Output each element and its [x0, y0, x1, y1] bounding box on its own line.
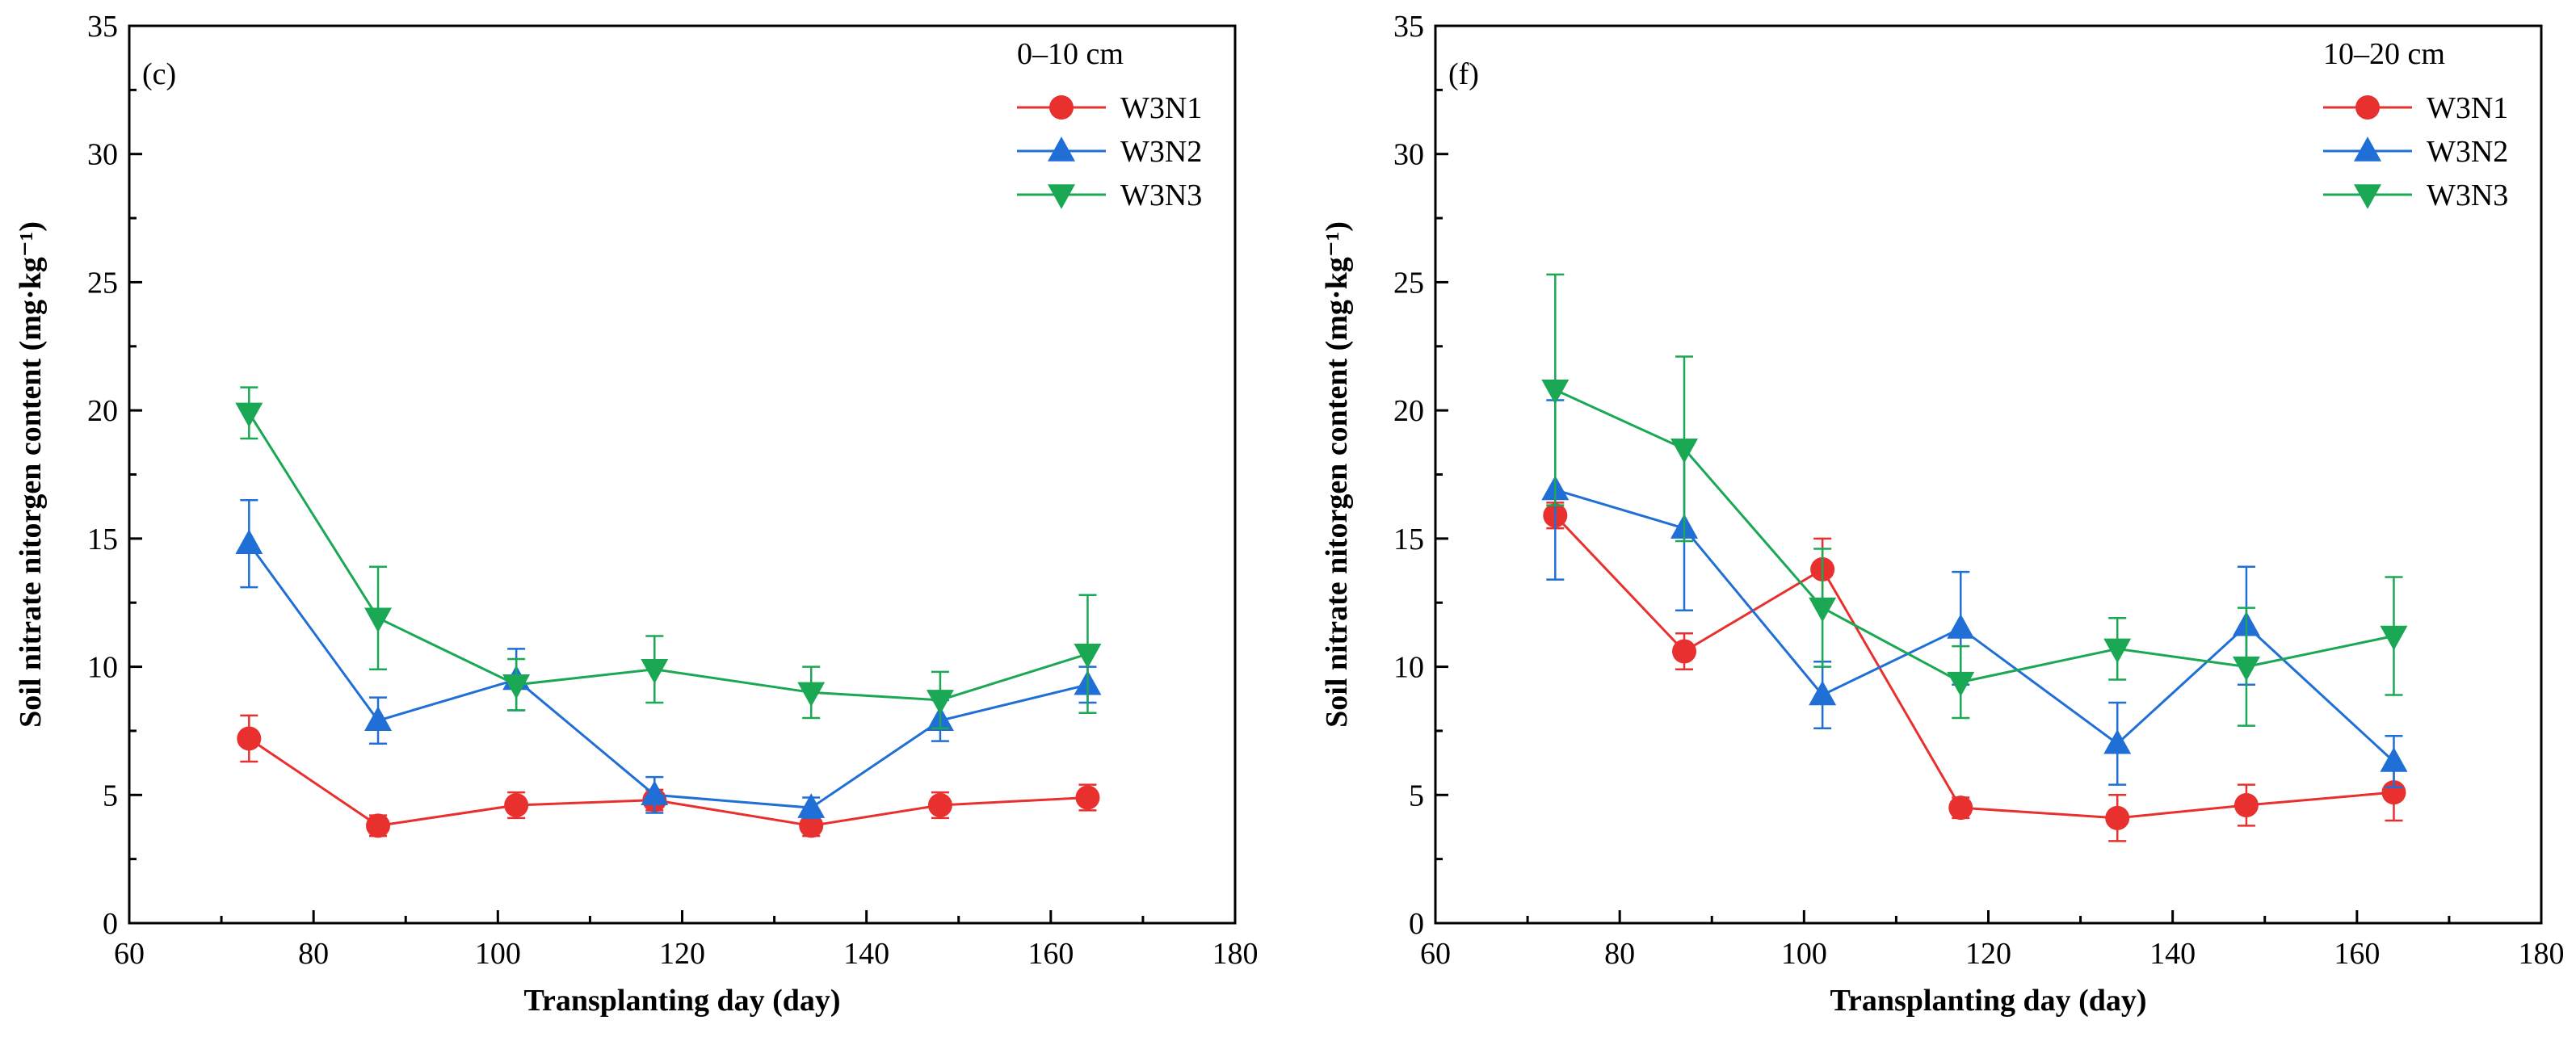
data-point: [1809, 680, 1837, 706]
legend-label: W3N1: [2427, 91, 2508, 125]
data-point: [797, 682, 826, 707]
data-point: [2103, 638, 2132, 664]
data-point: [502, 674, 531, 699]
data-point: [1670, 439, 1699, 464]
x-tick-label: 180: [1212, 937, 1259, 971]
series-W3N1: [237, 714, 1100, 838]
series-W3N3: [235, 386, 1102, 730]
chart-panel-2: 0 5 10 15 20 25 30 35 60 80 100 120 140 160 180 Transpl…: [1320, 10, 2565, 1018]
data-point: [366, 813, 391, 838]
legend-label: W3N1: [1120, 91, 1202, 125]
data-point: [1809, 597, 1837, 623]
x-tick-label: 80: [298, 937, 329, 971]
data-point: [1947, 614, 1975, 639]
y-tick-label: 10: [87, 651, 118, 685]
x-tick-label: 60: [114, 937, 145, 971]
y-tick-label: 0: [1409, 907, 1424, 941]
x-tick-label: 180: [2519, 937, 2565, 971]
series-W3N2: [235, 498, 1102, 820]
x-tick-label: 120: [1965, 937, 2011, 971]
legend-label: W3N2: [2427, 135, 2508, 169]
data-point: [2380, 625, 2408, 651]
series-line: [248, 737, 1088, 827]
series-line: [248, 412, 1088, 702]
y-tick-label: 10: [1393, 651, 1424, 685]
data-point: [797, 793, 826, 818]
data-point: [926, 690, 954, 715]
x-tick-label: 80: [1604, 937, 1635, 971]
legend-marker: [1048, 136, 1075, 162]
legend: 0–10 cm W3N1 W3N2 W3N3: [1017, 37, 1202, 212]
legend-marker: [1048, 184, 1075, 209]
data-point: [1947, 671, 1975, 697]
data-point: [799, 813, 824, 838]
x-axis-title: Transplanting day (day): [1830, 984, 2146, 1018]
legend-marker: [2355, 95, 2380, 120]
data-point: [237, 726, 262, 751]
y-tick-label: 35: [87, 10, 118, 44]
series-line: [248, 543, 1088, 809]
data-point: [1075, 785, 1100, 810]
panel-label: (c): [142, 57, 176, 91]
x-tick-label: 100: [1781, 937, 1827, 971]
data-point: [504, 792, 529, 817]
data-point: [1672, 639, 1697, 664]
data-point: [641, 658, 669, 684]
y-tick-label: 20: [87, 394, 118, 428]
data-point: [641, 780, 669, 806]
y-axis-title: Soil nitrate nitorgen content (mg·kg⁻¹): [1320, 221, 1354, 728]
series-W3N3: [1541, 273, 2408, 727]
legend-label: W3N2: [1120, 135, 1202, 169]
series-line: [1554, 514, 2394, 820]
y-tick-label: 35: [1393, 10, 1424, 44]
x-tick-label: 160: [1027, 937, 1074, 971]
data-point: [1948, 796, 1973, 821]
legend-marker: [2354, 184, 2381, 209]
x-tick-label: 100: [475, 937, 521, 971]
y-tick-label: 25: [1393, 266, 1424, 300]
chart-panel-1: 0 5 10 15 20 25 30 35 60 80 100 120 140 160 180 Transpl…: [14, 10, 1259, 1018]
x-axis-title: Transplanting day (day): [523, 984, 840, 1018]
x-tick-label: 60: [1420, 937, 1451, 971]
data-point: [364, 706, 393, 731]
panel-label: (f): [1448, 57, 1479, 91]
data-point: [235, 402, 263, 428]
data-point: [1074, 643, 1102, 669]
data-point: [2232, 656, 2260, 682]
y-tick-label: 25: [87, 266, 118, 300]
legend-title: 10–20 cm: [2323, 37, 2445, 71]
data-point: [2103, 728, 2132, 754]
data-point: [2380, 747, 2408, 772]
data-point: [235, 529, 263, 554]
data-point: [927, 792, 952, 817]
series-W3N2: [1541, 399, 2408, 789]
y-tick-label: 15: [87, 523, 118, 556]
y-tick-label: 30: [1393, 138, 1424, 172]
series-W3N1: [1543, 502, 2406, 842]
y-tick-label: 20: [1393, 394, 1424, 428]
data-point: [1541, 379, 1570, 405]
data-point: [364, 607, 393, 633]
legend-label: W3N3: [2427, 178, 2508, 212]
legend-title: 0–10 cm: [1017, 37, 1124, 71]
y-tick-label: 15: [1393, 523, 1424, 556]
x-tick-label: 140: [843, 937, 889, 971]
legend-marker: [1049, 95, 1074, 120]
y-tick-label: 5: [1409, 779, 1424, 812]
y-tick-label: 5: [103, 779, 118, 812]
legend: 10–20 cm W3N1 W3N2 W3N3: [2323, 37, 2508, 212]
legend-marker: [2354, 136, 2381, 162]
x-tick-label: 120: [659, 937, 705, 971]
y-tick-label: 30: [87, 138, 118, 172]
x-tick-label: 160: [2334, 937, 2380, 971]
y-tick-label: 0: [103, 907, 118, 941]
legend-label: W3N3: [1120, 178, 1202, 212]
y-axis-title: Soil nitrate nitorgen content (mg·kg⁻¹): [14, 221, 48, 728]
x-tick-label: 140: [2149, 937, 2196, 971]
data-point: [2234, 792, 2259, 817]
data-point: [2105, 805, 2130, 830]
